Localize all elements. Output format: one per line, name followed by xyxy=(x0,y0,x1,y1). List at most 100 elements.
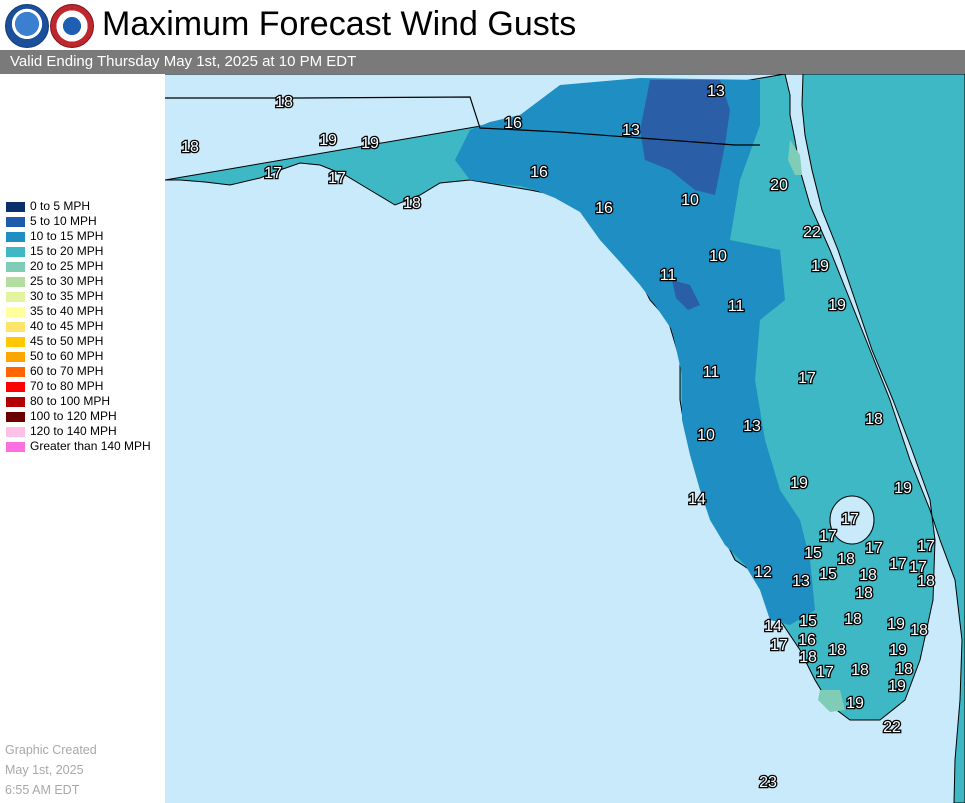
legend-label: 35 to 40 MPH xyxy=(30,304,104,318)
legend-item: 35 to 40 MPH xyxy=(6,304,151,319)
created-time: 6:55 AM EDT xyxy=(5,783,80,797)
valid-time-text: Valid Ending Thursday May 1st, 2025 at 1… xyxy=(10,53,357,70)
legend-label: 30 to 35 MPH xyxy=(30,289,104,303)
gust-value-label: 19 xyxy=(828,297,846,314)
gust-value-label: 17 xyxy=(798,370,816,387)
legend-item: 40 to 45 MPH xyxy=(6,319,151,334)
gust-value-label: 13 xyxy=(743,418,761,435)
legend-label: 5 to 10 MPH xyxy=(30,214,97,228)
gust-value-label: 15 xyxy=(799,613,817,630)
zone-5-to-10-mph-coast xyxy=(672,280,700,310)
legend-label: 15 to 20 MPH xyxy=(30,244,104,258)
gust-value-label: 13 xyxy=(622,122,640,139)
legend-item: 0 to 5 MPH xyxy=(6,199,151,214)
legend-label: 100 to 120 MPH xyxy=(30,409,117,423)
zone-5-to-10-mph xyxy=(640,80,730,195)
gust-value-label: 18 xyxy=(181,139,199,156)
gust-value-label: 22 xyxy=(803,224,821,241)
gust-value-label: 17 xyxy=(841,511,859,528)
legend-swatch xyxy=(6,321,25,332)
legend-swatch xyxy=(6,291,25,302)
gust-value-label: 19 xyxy=(361,135,379,152)
gust-value-label: 18 xyxy=(837,551,855,568)
gust-value-label: 17 xyxy=(819,528,837,545)
gust-value-label: 10 xyxy=(681,192,699,209)
nws-logo[interactable] xyxy=(50,4,94,48)
gust-value-label: 19 xyxy=(319,132,337,149)
gust-value-label: 18 xyxy=(403,195,421,212)
gust-value-label: 11 xyxy=(728,298,745,315)
legend-item: 5 to 10 MPH xyxy=(6,214,151,229)
gust-value-label: 10 xyxy=(709,248,727,265)
legend-label: 25 to 30 MPH xyxy=(30,274,104,288)
legend-swatch xyxy=(6,411,25,422)
gust-value-label: 18 xyxy=(917,573,935,590)
graphic-created: Graphic Created May 1st, 2025 6:55 AM ED… xyxy=(5,740,97,800)
gust-value-label: 13 xyxy=(792,573,810,590)
gust-value-label: 19 xyxy=(811,258,829,275)
gust-value-label: 17 xyxy=(865,540,883,557)
gust-value-label: 18 xyxy=(275,94,293,111)
gust-value-label: 10 xyxy=(697,427,715,444)
gust-value-label: 18 xyxy=(855,585,873,602)
header: Maximum Forecast Wind Gusts xyxy=(0,0,965,50)
legend-item: 60 to 70 MPH xyxy=(6,364,151,379)
gust-value-label: 23 xyxy=(759,774,777,791)
gust-value-label: 13 xyxy=(707,83,725,100)
zone-10-to-15-mph xyxy=(455,78,815,625)
legend-label: 45 to 50 MPH xyxy=(30,334,104,348)
legend-label: 50 to 60 MPH xyxy=(30,349,104,363)
gust-value-label: 19 xyxy=(887,616,905,633)
legend-label: 80 to 100 MPH xyxy=(30,394,111,408)
legend-item: 10 to 15 MPH xyxy=(6,229,151,244)
gust-value-label: 19 xyxy=(894,480,912,497)
legend-swatch xyxy=(6,396,25,407)
gust-value-label: 11 xyxy=(703,364,720,381)
valid-time-bar: Valid Ending Thursday May 1st, 2025 at 1… xyxy=(0,50,965,74)
gust-value-label: 19 xyxy=(889,642,907,659)
gust-value-label: 16 xyxy=(798,632,816,649)
left-panel: 0 to 5 MPH 5 to 10 MPH 10 to 15 MPH 15 to 2… xyxy=(0,74,165,803)
legend-swatch xyxy=(6,381,25,392)
gust-value-label: 18 xyxy=(865,411,883,428)
legend-item: 70 to 80 MPH xyxy=(6,379,151,394)
gust-value-label: 17 xyxy=(917,538,935,555)
legend-swatch xyxy=(6,216,25,227)
gust-value-label: 17 xyxy=(889,556,907,573)
legend-item: 15 to 20 MPH xyxy=(6,244,151,259)
legend-label: 10 to 15 MPH xyxy=(30,229,104,243)
created-label: Graphic Created xyxy=(5,743,97,757)
legend-item: 80 to 100 MPH xyxy=(6,394,151,409)
legend-item: 45 to 50 MPH xyxy=(6,334,151,349)
gust-value-label: 18 xyxy=(799,649,817,666)
state-boundary xyxy=(165,96,760,146)
noaa-logo[interactable] xyxy=(5,4,49,48)
gust-value-label: 20 xyxy=(770,177,788,194)
legend-label: Greater than 140 MPH xyxy=(30,439,151,453)
gust-value-label: 11 xyxy=(660,267,677,284)
gust-value-label: 14 xyxy=(688,491,706,508)
gust-value-label: 16 xyxy=(504,115,522,132)
legend-swatch xyxy=(6,306,25,317)
gust-value-label: 18 xyxy=(844,611,862,628)
gust-value-label: 12 xyxy=(754,564,772,581)
gust-value-label: 16 xyxy=(595,200,613,217)
legend-label: 70 to 80 MPH xyxy=(30,379,104,393)
legend-swatch xyxy=(6,366,25,377)
legend-label: 40 to 45 MPH xyxy=(30,319,104,333)
created-date: May 1st, 2025 xyxy=(5,763,84,777)
legend-item: Greater than 140 MPH xyxy=(6,439,151,454)
gust-value-label: 19 xyxy=(888,678,906,695)
gust-value-label: 17 xyxy=(264,165,282,182)
legend-swatch xyxy=(6,441,25,452)
legend-item: 120 to 140 MPH xyxy=(6,424,151,439)
gust-value-label: 14 xyxy=(764,618,782,635)
gust-value-label: 22 xyxy=(883,719,901,736)
gust-value-label: 18 xyxy=(828,642,846,659)
legend-swatch xyxy=(6,351,25,362)
gust-value-label: 18 xyxy=(910,622,928,639)
legend-item: 100 to 120 MPH xyxy=(6,409,151,424)
legend-swatch xyxy=(6,426,25,437)
lake-okeechobee xyxy=(829,495,875,545)
